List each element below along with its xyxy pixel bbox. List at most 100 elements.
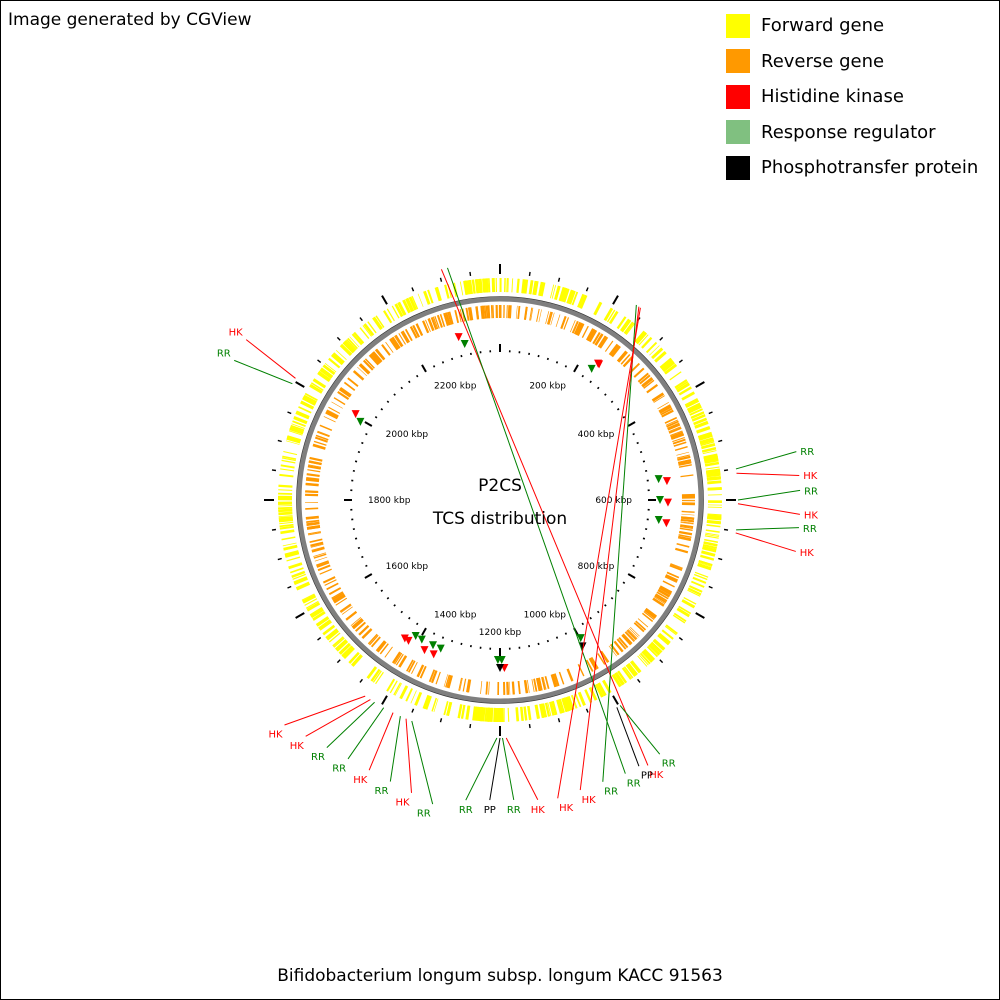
forward-gene (474, 706, 479, 721)
reverse-gene (305, 490, 319, 494)
forward-gene (301, 593, 315, 601)
forward-gene (349, 336, 360, 348)
reverse-gene (677, 455, 691, 460)
forward-gene (341, 343, 353, 355)
forward-gene (664, 363, 677, 375)
reverse-gene (679, 527, 693, 532)
forward-gene (681, 391, 695, 400)
inner-tick (627, 573, 636, 579)
forward-gene (459, 281, 464, 296)
forward-gene (705, 533, 720, 538)
forward-gene (614, 673, 624, 686)
forward-gene (616, 316, 627, 330)
reverse-gene (331, 592, 345, 601)
reverse-gene (394, 335, 402, 348)
reverse-gene (551, 674, 558, 687)
forward-gene (482, 278, 487, 293)
callout-line (505, 737, 539, 801)
forward-gene (372, 316, 383, 330)
forward-gene (370, 668, 381, 682)
forward-gene (569, 290, 576, 305)
forward-gene (423, 695, 432, 710)
forward-gene (344, 648, 355, 659)
callout-line (389, 716, 401, 782)
forward-gene (293, 417, 307, 425)
forward-gene (538, 281, 544, 296)
forward-gene (697, 431, 713, 439)
reverse-gene (541, 676, 547, 690)
reverse-gene (678, 535, 692, 540)
forward-gene (386, 678, 396, 692)
inner-tick (616, 408, 620, 411)
outer-tick (708, 411, 713, 415)
forward-gene (702, 447, 717, 453)
center-title: P2CS (478, 476, 522, 496)
forward-gene (296, 583, 311, 591)
forward-gene (293, 576, 308, 584)
forward-gene (611, 674, 621, 688)
forward-gene (696, 426, 711, 434)
forward-gene (641, 650, 654, 663)
callout-line (736, 527, 799, 531)
reverse-gene (655, 593, 668, 602)
reverse-gene (375, 349, 385, 361)
forward-gene (521, 279, 525, 294)
reverse-gene (523, 680, 528, 694)
reverse-gene (326, 409, 339, 417)
forward-gene (693, 573, 708, 581)
forward-gene (431, 697, 438, 712)
reverse-gene (308, 460, 322, 465)
forward-gene (288, 562, 302, 568)
callout-label: RR (375, 786, 389, 797)
callout-label: HK (269, 730, 284, 741)
reverse-gene (310, 542, 324, 547)
callout-label: HK (804, 510, 819, 521)
reverse-gene (488, 681, 490, 695)
callout-line (234, 359, 293, 385)
reverse-gene (616, 638, 627, 650)
forward-gene (318, 619, 331, 629)
reverse-gene (440, 314, 445, 327)
reverse-gene (536, 308, 540, 322)
feature-mark (654, 516, 663, 525)
reverse-gene (651, 392, 664, 401)
forward-gene (405, 688, 413, 702)
forward-gene (287, 436, 301, 442)
reverse-gene (529, 307, 533, 321)
legend: Forward gene Reverse gene Histidine kina… (726, 8, 978, 186)
reverse-gene (677, 537, 691, 542)
reverse-gene (317, 430, 330, 437)
callout-line (735, 532, 796, 552)
forward-gene (687, 403, 702, 412)
forward-gene (287, 435, 302, 441)
reverse-gene (446, 674, 453, 689)
reverse-gene (436, 314, 443, 328)
forward-gene (549, 701, 555, 716)
outer-tick (277, 439, 282, 443)
forward-gene (703, 455, 718, 461)
reverse-gene (678, 464, 692, 468)
reverse-gene (306, 473, 320, 477)
forward-gene (649, 345, 660, 356)
outer-tick (678, 359, 683, 363)
reverse-gene (507, 305, 511, 319)
reverse-gene (678, 534, 692, 539)
inner-tick (361, 441, 364, 445)
feature-mark (656, 496, 664, 504)
reverse-gene (339, 387, 352, 397)
forward-gene (291, 423, 305, 429)
reverse-gene (476, 306, 480, 320)
reverse-gene (618, 637, 629, 649)
reverse-gene (372, 351, 383, 363)
tick-label: 1600 kbp (386, 562, 429, 572)
outer-tick (718, 439, 723, 443)
forward-gene (484, 707, 488, 722)
reverse-gene (309, 538, 323, 543)
outer-tick (557, 718, 561, 723)
inner-tick (393, 604, 396, 607)
callout-line (447, 267, 626, 774)
forward-gene (669, 371, 682, 381)
reverse-gene (334, 595, 346, 604)
reverse-gene (672, 436, 685, 443)
forward-gene (621, 319, 632, 333)
